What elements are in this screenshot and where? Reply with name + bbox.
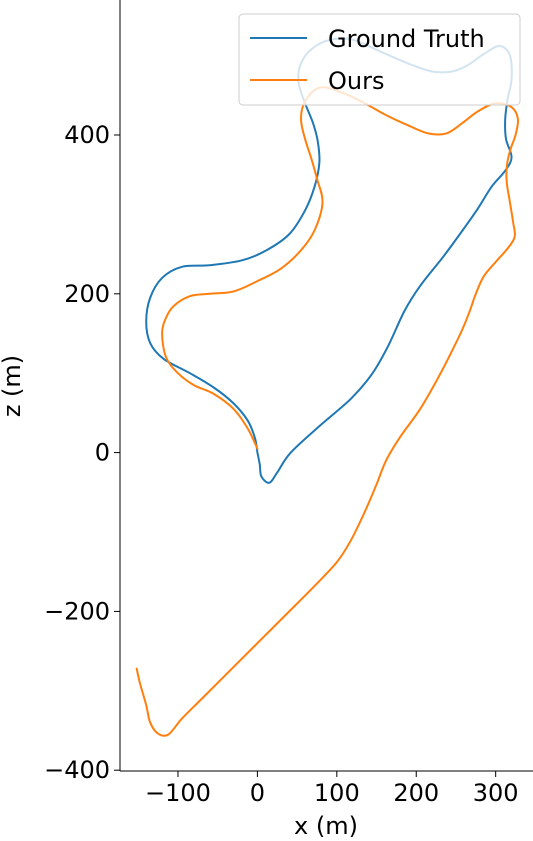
legend: Ground Truth Ours bbox=[238, 13, 521, 106]
plot-lines bbox=[135, 37, 520, 737]
x-tick-label: 0 bbox=[250, 779, 265, 807]
x-tick-label: 300 bbox=[473, 779, 519, 807]
y-axis-label: z (m) bbox=[0, 355, 26, 417]
legend-label-0: Ground Truth bbox=[328, 25, 485, 53]
axes bbox=[119, 0, 533, 772]
y-tick-label: 0 bbox=[95, 439, 110, 467]
y-tick-label: −200 bbox=[44, 597, 110, 625]
x-tick-label: 200 bbox=[393, 779, 439, 807]
series-line-1 bbox=[135, 86, 520, 737]
y-tick-label: 400 bbox=[64, 121, 110, 149]
x-ticks: −100 0 100 200 300 bbox=[145, 771, 519, 807]
x-tick-label: 100 bbox=[314, 779, 360, 807]
x-axis-label: x (m) bbox=[294, 812, 358, 840]
x-tick-label: −100 bbox=[145, 779, 211, 807]
y-ticks: −400 −200 0 200 400 bbox=[44, 121, 120, 784]
legend-box bbox=[238, 13, 521, 106]
legend-label-1: Ours bbox=[328, 67, 384, 95]
y-tick-label: −400 bbox=[44, 756, 110, 784]
y-tick-label: 200 bbox=[64, 280, 110, 308]
